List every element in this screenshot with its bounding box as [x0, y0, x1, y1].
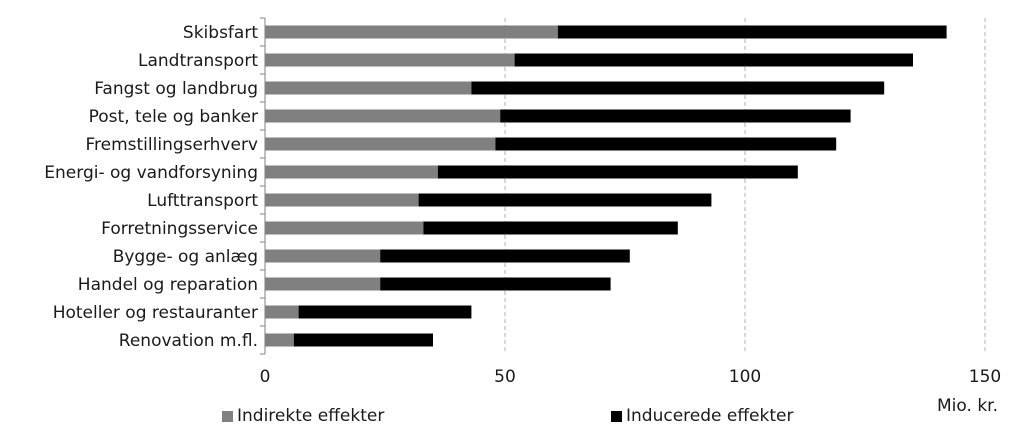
x-tick-label: 100 [729, 367, 761, 387]
legend-item-inducerede: Inducerede effekter [611, 406, 793, 426]
category-label: Forretningsservice [101, 219, 258, 239]
bar-indirekte [265, 137, 496, 151]
bar-indirekte [265, 333, 294, 347]
bar-indirekte [265, 25, 558, 39]
bar-inducerede [500, 109, 851, 123]
bar-indirekte [265, 165, 438, 179]
legend-label-indirekte: Indirekte effekter [237, 406, 385, 426]
legend-label-inducerede: Inducerede effekter [626, 406, 794, 426]
bar-inducerede [298, 305, 472, 319]
category-label: Handel og reparation [78, 275, 258, 295]
bar-inducerede [495, 137, 837, 151]
x-tick-label: 150 [969, 367, 1001, 387]
bar-indirekte [265, 193, 419, 207]
y-axis [260, 17, 266, 355]
bar-indirekte [265, 53, 515, 67]
gridlines [504, 18, 986, 354]
bar-inducerede [557, 25, 947, 39]
category-label: Lufttransport [147, 191, 258, 211]
category-label: Energi- og vandforsyning [44, 163, 258, 183]
x-tick-labels: 0 50 100 150 [260, 367, 1002, 387]
category-label: Fangst og landbrug [94, 79, 258, 99]
category-label: Bygge- og anlæg [113, 247, 258, 267]
legend-swatch-inducerede [611, 410, 622, 422]
category-label: Renovation m.fl. [119, 331, 258, 351]
bar-inducerede [293, 333, 433, 347]
bar-inducerede [514, 53, 913, 67]
bar-inducerede [437, 165, 798, 179]
legend-swatch-indirekte [222, 410, 233, 422]
bar-inducerede [423, 221, 678, 235]
bar-indirekte [265, 305, 299, 319]
bar-inducerede [471, 81, 885, 95]
bar-inducerede [380, 249, 630, 263]
bar-indirekte [265, 249, 381, 263]
category-label: Skibsfart [183, 23, 258, 43]
category-label: Hoteller og restauranter [53, 303, 258, 323]
category-label: Fremstillingserhverv [85, 135, 258, 155]
bar-indirekte [265, 81, 472, 95]
legend-item-indirekte: Indirekte effekter [222, 406, 384, 426]
x-tick-label: 0 [260, 367, 271, 387]
bar-inducerede [380, 277, 611, 291]
category-label: Post, tele og banker [89, 107, 258, 127]
bar-indirekte [265, 221, 424, 235]
bar-inducerede [418, 193, 712, 207]
x-tick-label: 50 [494, 367, 516, 387]
bar-indirekte [265, 109, 501, 123]
bars [265, 25, 947, 347]
category-labels: Skibsfart Landtransport Fangst og landbrug… [44, 23, 258, 351]
x-axis-unit-label: Mio. kr. [937, 396, 998, 416]
bar-indirekte [265, 277, 381, 291]
category-label: Landtransport [138, 51, 258, 71]
